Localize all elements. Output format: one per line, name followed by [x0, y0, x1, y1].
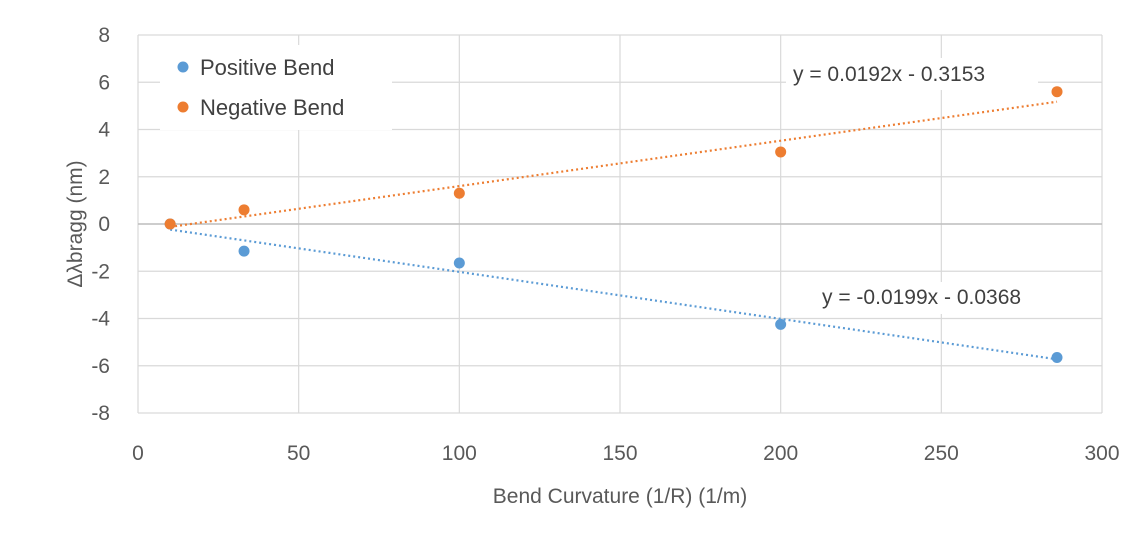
trendline-0 — [169, 228, 1058, 361]
y-tick-label: 8 — [98, 24, 110, 47]
data-point-1-2 — [453, 187, 465, 199]
y-tick-label: -4 — [91, 308, 110, 331]
x-tick-label: 250 — [924, 442, 959, 465]
data-point-0-3 — [775, 318, 787, 330]
y-tick-label: -6 — [91, 355, 110, 378]
data-point-1-1 — [238, 204, 250, 216]
x-tick-label: 50 — [287, 442, 310, 465]
data-point-0-1 — [238, 245, 250, 257]
legend-label-positive-bend: Positive Bend — [200, 55, 335, 80]
x-tick-label: 150 — [602, 442, 637, 465]
legend-label-negative-bend: Negative Bend — [200, 95, 344, 120]
data-point-1-0 — [164, 218, 176, 230]
x-tick-label: 100 — [442, 442, 477, 465]
legend-marker-positive-bend — [177, 61, 189, 73]
data-point-1-3 — [775, 146, 787, 158]
data-point-1-4 — [1051, 86, 1063, 98]
x-tick-label: 0 — [132, 442, 144, 465]
trendline-equation-positive-bend: y = -0.0199x - 0.0368 — [822, 286, 1021, 309]
y-tick-label: 0 — [98, 213, 110, 236]
legend: Positive Bend Negative Bend — [160, 45, 392, 130]
trendline-1 — [169, 100, 1058, 229]
trendline-equation-negative-bend: y = 0.0192x - 0.3153 — [793, 63, 985, 86]
y-tick-label: 4 — [98, 119, 110, 142]
data-point-0-4 — [1051, 351, 1063, 363]
x-tick-label: 200 — [763, 442, 798, 465]
y-tick-label: 2 — [98, 166, 110, 189]
data-point-0-2 — [453, 257, 465, 269]
legend-marker-negative-bend — [177, 101, 189, 113]
y-tick-label: -2 — [91, 260, 110, 283]
equation-negative-bg — [786, 58, 1038, 90]
x-axis-title: Bend Curvature (1/R) (1/m) — [493, 485, 747, 508]
y-tick-label: 6 — [98, 71, 110, 94]
trendlines — [169, 100, 1058, 361]
data-points — [164, 86, 1063, 363]
x-tick-label: 300 — [1084, 442, 1119, 465]
legend-background — [160, 45, 392, 130]
equation-positive-bg — [814, 282, 1076, 314]
y-tick-label: -8 — [91, 402, 110, 425]
tick-labels: -8 -6 -4 -2 0 2 4 6 8 0 50 100 150 200 250 300 — [91, 24, 1119, 465]
y-axis-title: Δλbragg (nm) — [64, 160, 87, 287]
